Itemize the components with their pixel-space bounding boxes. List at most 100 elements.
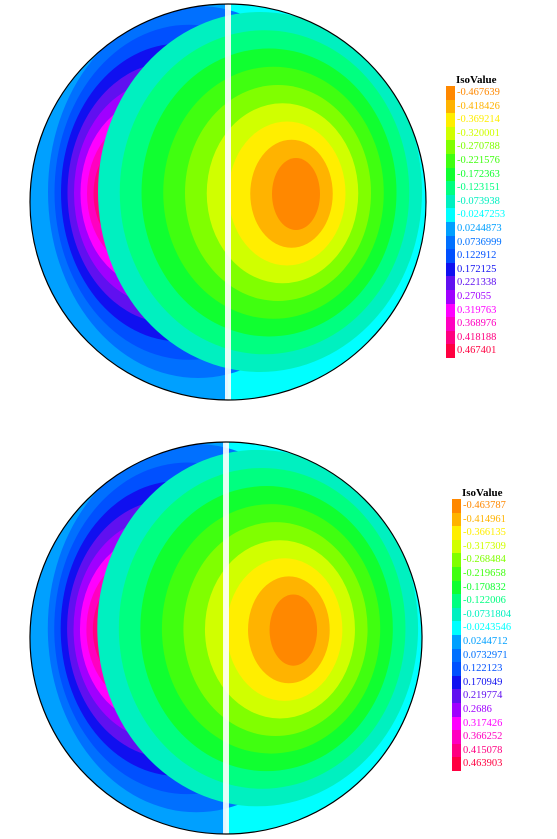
legend-swatch — [452, 607, 461, 622]
legend-value: -0.073938 — [457, 195, 500, 207]
legend-swatch — [446, 235, 455, 250]
legend-value: -0.414961 — [463, 513, 506, 525]
legend-swatch — [452, 648, 461, 663]
legend-row: 0.221338 — [446, 276, 505, 290]
legend-row: 0.317426 — [452, 716, 511, 731]
legend-title: IsoValue — [462, 487, 503, 499]
legend-row: 0.170949 — [452, 675, 511, 690]
legend-value: -0.170832 — [463, 581, 506, 593]
legend-value: -0.123151 — [457, 182, 500, 194]
disc-border — [29, 3, 427, 401]
legend-row: -0.172363 — [446, 167, 505, 182]
legend: IsoValue -0.467639 -0.418426 -0.369214 -0.3… — [446, 74, 505, 358]
legend-rows: -0.467639 -0.418426 -0.369214 -0.320001 -0.2… — [446, 86, 505, 358]
legend-value: -0.463787 — [463, 500, 506, 511]
legend-swatch — [452, 730, 461, 744]
contour-disc — [29, 441, 423, 835]
legend-value: 0.221338 — [457, 277, 497, 289]
legend-swatch — [446, 276, 455, 290]
legend-row: -0.268484 — [452, 553, 511, 567]
legend-value: -0.320001 — [457, 127, 500, 139]
legend-value: -0.0731804 — [463, 608, 512, 620]
legend-row: -0.0731804 — [452, 607, 512, 622]
legend-row: 0.122912 — [446, 249, 505, 263]
legend-row: -0.219658 — [452, 566, 511, 581]
legend-row: -0.369214 — [446, 113, 505, 127]
legend-row: 0.0244873 — [446, 221, 505, 236]
legend-row: 0.467401 — [446, 344, 505, 358]
legend-row: -0.170832 — [452, 580, 511, 595]
legend-swatch — [446, 194, 455, 209]
legend-value: 0.122912 — [457, 250, 497, 262]
legend-row: 0.368976 — [446, 317, 505, 331]
legend-swatch — [452, 675, 461, 690]
legend-swatch — [452, 580, 461, 595]
contour-plot-top: IsoValue -0.467639 -0.418426 -0.369214 -0.3… — [0, 0, 557, 410]
legend-swatch — [452, 716, 461, 731]
legend-row: 0.122123 — [452, 662, 511, 676]
legend-swatch — [446, 344, 455, 358]
legend-value: 0.418188 — [457, 331, 497, 343]
legend-swatch — [452, 512, 461, 527]
legend-swatch — [446, 330, 455, 345]
legend-swatch — [452, 539, 461, 554]
legend-swatch — [446, 167, 455, 182]
legend-row: -0.463787 — [452, 499, 511, 513]
legend-swatch — [452, 621, 461, 635]
legend-value: -0.418426 — [457, 100, 500, 112]
legend-value: -0.369214 — [457, 114, 500, 126]
legend-value: -0.366135 — [463, 527, 506, 539]
legend-value: 0.170949 — [463, 676, 503, 688]
legend-swatch — [446, 249, 455, 263]
legend-row: 0.0732971 — [452, 648, 511, 663]
legend-row: 0.366252 — [452, 730, 511, 744]
legend-row: -0.0243546 — [452, 621, 511, 635]
legend-swatch — [446, 221, 455, 236]
legend-row: 0.2686 — [452, 702, 511, 717]
legend-swatch — [452, 634, 461, 649]
legend-value: 0.27055 — [457, 290, 492, 302]
legend-swatch — [446, 289, 455, 304]
legend-value: -0.172363 — [457, 168, 500, 180]
legend-value: 0.172125 — [457, 263, 497, 275]
legend-swatch — [452, 743, 461, 758]
contour-band — [272, 158, 320, 230]
legend-swatch — [452, 702, 461, 717]
legend-row: 0.27055 — [446, 289, 505, 304]
legend-value: 0.122123 — [463, 663, 503, 675]
legend-value: -0.0247253 — [457, 209, 506, 221]
legend: IsoValue -0.463787 -0.414961 -0.366135 -0.3… — [452, 487, 511, 771]
legend-value: 0.0244712 — [463, 635, 508, 647]
legend-swatch — [446, 153, 455, 168]
legend-swatch — [446, 262, 455, 277]
legend-row: -0.221576 — [446, 153, 505, 168]
legend-swatch — [452, 553, 461, 567]
legend-row: -0.123151 — [446, 181, 505, 195]
legend-swatch — [446, 181, 455, 195]
legend-value: 0.0244873 — [457, 222, 502, 234]
legend-row: -0.073938 — [446, 194, 505, 209]
center-divider — [225, 4, 231, 400]
legend-row: -0.366135 — [452, 526, 511, 540]
legend-row: -0.467639 — [446, 86, 505, 100]
legend-value: 0.368976 — [457, 318, 497, 330]
legend-swatch — [452, 757, 461, 771]
legend-swatch — [446, 140, 455, 154]
disc-border — [29, 441, 423, 835]
legend-row: 0.463903 — [452, 757, 511, 771]
legend-value: 0.319763 — [457, 304, 497, 316]
legend-value: 0.467401 — [457, 345, 497, 357]
legend-value: -0.467639 — [457, 87, 500, 98]
legend-value: -0.270788 — [457, 141, 500, 153]
legend-row: -0.418426 — [446, 99, 505, 114]
legend-value: -0.0243546 — [463, 622, 512, 634]
legend-swatch — [446, 126, 455, 141]
legend-value: -0.221576 — [457, 154, 500, 166]
legend-swatch — [452, 594, 461, 608]
legend-value: 0.0736999 — [457, 236, 502, 248]
legend-swatch — [452, 662, 461, 676]
legend-swatch — [446, 208, 455, 222]
contour-band — [269, 594, 318, 666]
legend-row: -0.122006 — [452, 594, 511, 608]
legend-value: -0.122006 — [463, 595, 506, 607]
